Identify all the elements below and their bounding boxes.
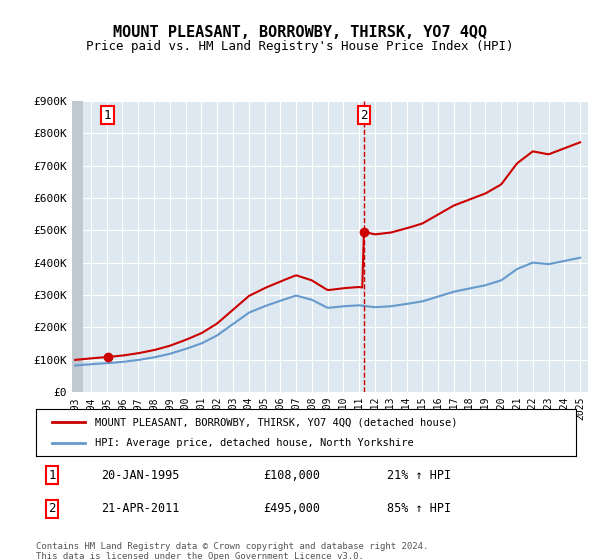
- Text: 2: 2: [49, 502, 56, 515]
- Text: 2: 2: [360, 109, 368, 122]
- Text: Price paid vs. HM Land Registry's House Price Index (HPI): Price paid vs. HM Land Registry's House …: [86, 40, 514, 53]
- Text: MOUNT PLEASANT, BORROWBY, THIRSK, YO7 4QQ (detached house): MOUNT PLEASANT, BORROWBY, THIRSK, YO7 4Q…: [95, 417, 458, 427]
- Text: MOUNT PLEASANT, BORROWBY, THIRSK, YO7 4QQ: MOUNT PLEASANT, BORROWBY, THIRSK, YO7 4Q…: [113, 25, 487, 40]
- Text: HPI: Average price, detached house, North Yorkshire: HPI: Average price, detached house, Nort…: [95, 438, 414, 448]
- Text: 21% ↑ HPI: 21% ↑ HPI: [387, 469, 451, 482]
- Text: 1: 1: [49, 469, 56, 482]
- Text: Contains HM Land Registry data © Crown copyright and database right 2024.
This d: Contains HM Land Registry data © Crown c…: [36, 542, 428, 560]
- Text: £108,000: £108,000: [263, 469, 320, 482]
- Text: 21-APR-2011: 21-APR-2011: [101, 502, 179, 515]
- Text: 20-JAN-1995: 20-JAN-1995: [101, 469, 179, 482]
- Text: £495,000: £495,000: [263, 502, 320, 515]
- Text: 85% ↑ HPI: 85% ↑ HPI: [387, 502, 451, 515]
- Text: 1: 1: [104, 109, 111, 122]
